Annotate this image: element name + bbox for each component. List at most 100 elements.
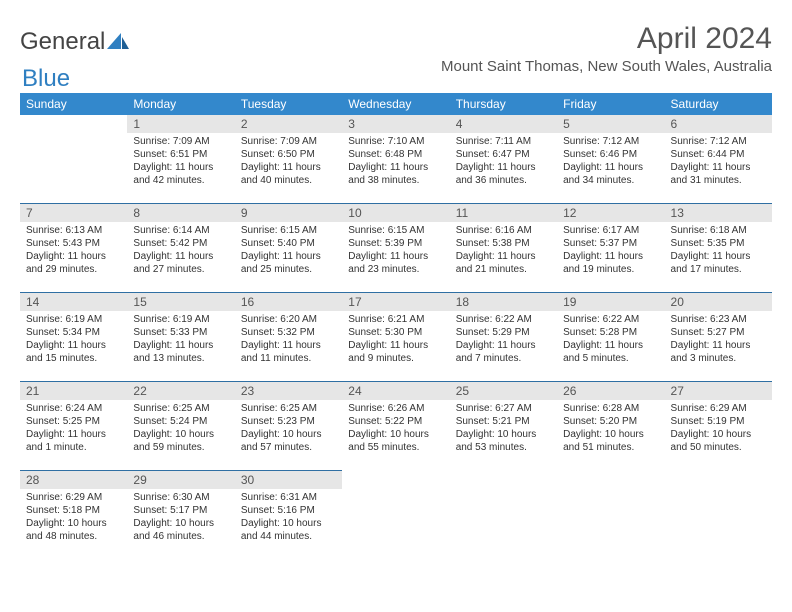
calendar-cell: 16Sunrise: 6:20 AMSunset: 5:32 PMDayligh… — [235, 293, 342, 382]
sunrise-text: Sunrise: 6:19 AM — [133, 313, 228, 326]
sunrise-text: Sunrise: 6:24 AM — [26, 402, 121, 415]
sunset-text: Sunset: 6:44 PM — [671, 148, 766, 161]
day-details: Sunrise: 6:21 AMSunset: 5:30 PMDaylight:… — [342, 311, 449, 367]
day-details: Sunrise: 6:27 AMSunset: 5:21 PMDaylight:… — [450, 400, 557, 456]
daylight-text: Daylight: 10 hours and 59 minutes. — [133, 428, 228, 454]
sunset-text: Sunset: 6:50 PM — [241, 148, 336, 161]
day-header: Sunday — [20, 93, 127, 115]
day-number: 25 — [450, 382, 557, 400]
logo: General — [20, 28, 129, 56]
sunset-text: Sunset: 5:23 PM — [241, 415, 336, 428]
day-number: 30 — [235, 471, 342, 489]
calendar-cell: 19Sunrise: 6:22 AMSunset: 5:28 PMDayligh… — [557, 293, 664, 382]
calendar-cell — [450, 471, 557, 560]
location-text: Mount Saint Thomas, New South Wales, Aus… — [441, 58, 772, 75]
sunset-text: Sunset: 5:34 PM — [26, 326, 121, 339]
day-number: 9 — [235, 204, 342, 222]
sunset-text: Sunset: 6:48 PM — [348, 148, 443, 161]
calendar-table: Sunday Monday Tuesday Wednesday Thursday… — [20, 93, 772, 559]
day-number: 5 — [557, 115, 664, 133]
sunset-text: Sunset: 5:27 PM — [671, 326, 766, 339]
day-details: Sunrise: 6:25 AMSunset: 5:24 PMDaylight:… — [127, 400, 234, 456]
daylight-text: Daylight: 11 hours and 29 minutes. — [26, 250, 121, 276]
day-details: Sunrise: 6:28 AMSunset: 5:20 PMDaylight:… — [557, 400, 664, 456]
day-details: Sunrise: 6:25 AMSunset: 5:23 PMDaylight:… — [235, 400, 342, 456]
daylight-text: Daylight: 11 hours and 31 minutes. — [671, 161, 766, 187]
daylight-text: Daylight: 10 hours and 50 minutes. — [671, 428, 766, 454]
sunrise-text: Sunrise: 6:26 AM — [348, 402, 443, 415]
day-number: 4 — [450, 115, 557, 133]
calendar-cell: 28Sunrise: 6:29 AMSunset: 5:18 PMDayligh… — [20, 471, 127, 560]
daylight-text: Daylight: 11 hours and 13 minutes. — [133, 339, 228, 365]
day-number: 17 — [342, 293, 449, 311]
daylight-text: Daylight: 11 hours and 40 minutes. — [241, 161, 336, 187]
calendar-cell: 24Sunrise: 6:26 AMSunset: 5:22 PMDayligh… — [342, 382, 449, 471]
day-number: 16 — [235, 293, 342, 311]
day-details: Sunrise: 7:12 AMSunset: 6:44 PMDaylight:… — [665, 133, 772, 189]
sunrise-text: Sunrise: 6:30 AM — [133, 491, 228, 504]
logo-text-blue: Blue — [22, 65, 70, 92]
day-details: Sunrise: 6:14 AMSunset: 5:42 PMDaylight:… — [127, 222, 234, 278]
daylight-text: Daylight: 11 hours and 27 minutes. — [133, 250, 228, 276]
day-details: Sunrise: 6:26 AMSunset: 5:22 PMDaylight:… — [342, 400, 449, 456]
day-number: 15 — [127, 293, 234, 311]
sunset-text: Sunset: 5:28 PM — [563, 326, 658, 339]
sunset-text: Sunset: 5:29 PM — [456, 326, 551, 339]
calendar-cell: 11Sunrise: 6:16 AMSunset: 5:38 PMDayligh… — [450, 204, 557, 293]
day-details: Sunrise: 7:11 AMSunset: 6:47 PMDaylight:… — [450, 133, 557, 189]
sunrise-text: Sunrise: 6:31 AM — [241, 491, 336, 504]
day-header: Monday — [127, 93, 234, 115]
sunrise-text: Sunrise: 6:17 AM — [563, 224, 658, 237]
sunrise-text: Sunrise: 7:09 AM — [241, 135, 336, 148]
day-number: 14 — [20, 293, 127, 311]
calendar-cell — [20, 115, 127, 204]
sunset-text: Sunset: 5:39 PM — [348, 237, 443, 250]
sunrise-text: Sunrise: 7:09 AM — [133, 135, 228, 148]
day-details: Sunrise: 6:30 AMSunset: 5:17 PMDaylight:… — [127, 489, 234, 545]
logo-text-general: General — [20, 28, 105, 56]
day-details: Sunrise: 6:31 AMSunset: 5:16 PMDaylight:… — [235, 489, 342, 545]
day-details: Sunrise: 6:22 AMSunset: 5:29 PMDaylight:… — [450, 311, 557, 367]
day-number: 12 — [557, 204, 664, 222]
day-details: Sunrise: 7:09 AMSunset: 6:51 PMDaylight:… — [127, 133, 234, 189]
daylight-text: Daylight: 11 hours and 25 minutes. — [241, 250, 336, 276]
calendar-cell: 2Sunrise: 7:09 AMSunset: 6:50 PMDaylight… — [235, 115, 342, 204]
sunset-text: Sunset: 5:43 PM — [26, 237, 121, 250]
day-number: 7 — [20, 204, 127, 222]
daylight-text: Daylight: 10 hours and 51 minutes. — [563, 428, 658, 454]
sunset-text: Sunset: 5:35 PM — [671, 237, 766, 250]
day-number: 29 — [127, 471, 234, 489]
calendar-cell: 20Sunrise: 6:23 AMSunset: 5:27 PMDayligh… — [665, 293, 772, 382]
day-number: 18 — [450, 293, 557, 311]
sunrise-text: Sunrise: 6:21 AM — [348, 313, 443, 326]
calendar-cell: 4Sunrise: 7:11 AMSunset: 6:47 PMDaylight… — [450, 115, 557, 204]
calendar-cell: 17Sunrise: 6:21 AMSunset: 5:30 PMDayligh… — [342, 293, 449, 382]
day-details: Sunrise: 6:19 AMSunset: 5:33 PMDaylight:… — [127, 311, 234, 367]
day-details: Sunrise: 7:10 AMSunset: 6:48 PMDaylight:… — [342, 133, 449, 189]
daylight-text: Daylight: 11 hours and 11 minutes. — [241, 339, 336, 365]
day-details: Sunrise: 6:18 AMSunset: 5:35 PMDaylight:… — [665, 222, 772, 278]
sunset-text: Sunset: 5:25 PM — [26, 415, 121, 428]
sunset-text: Sunset: 5:42 PM — [133, 237, 228, 250]
sunrise-text: Sunrise: 6:15 AM — [348, 224, 443, 237]
calendar-cell — [665, 471, 772, 560]
month-title: April 2024 — [441, 22, 772, 56]
sunrise-text: Sunrise: 6:25 AM — [241, 402, 336, 415]
day-details: Sunrise: 6:22 AMSunset: 5:28 PMDaylight:… — [557, 311, 664, 367]
calendar-cell: 1Sunrise: 7:09 AMSunset: 6:51 PMDaylight… — [127, 115, 234, 204]
sunrise-text: Sunrise: 6:18 AM — [671, 224, 766, 237]
sunrise-text: Sunrise: 6:15 AM — [241, 224, 336, 237]
daylight-text: Daylight: 11 hours and 36 minutes. — [456, 161, 551, 187]
calendar-cell: 15Sunrise: 6:19 AMSunset: 5:33 PMDayligh… — [127, 293, 234, 382]
sunset-text: Sunset: 5:37 PM — [563, 237, 658, 250]
daylight-text: Daylight: 10 hours and 48 minutes. — [26, 517, 121, 543]
calendar-cell: 23Sunrise: 6:25 AMSunset: 5:23 PMDayligh… — [235, 382, 342, 471]
sunset-text: Sunset: 5:21 PM — [456, 415, 551, 428]
sunrise-text: Sunrise: 6:22 AM — [456, 313, 551, 326]
sunset-text: Sunset: 5:32 PM — [241, 326, 336, 339]
day-number: 10 — [342, 204, 449, 222]
day-header: Wednesday — [342, 93, 449, 115]
daylight-text: Daylight: 11 hours and 17 minutes. — [671, 250, 766, 276]
day-header: Saturday — [665, 93, 772, 115]
day-details: Sunrise: 6:20 AMSunset: 5:32 PMDaylight:… — [235, 311, 342, 367]
